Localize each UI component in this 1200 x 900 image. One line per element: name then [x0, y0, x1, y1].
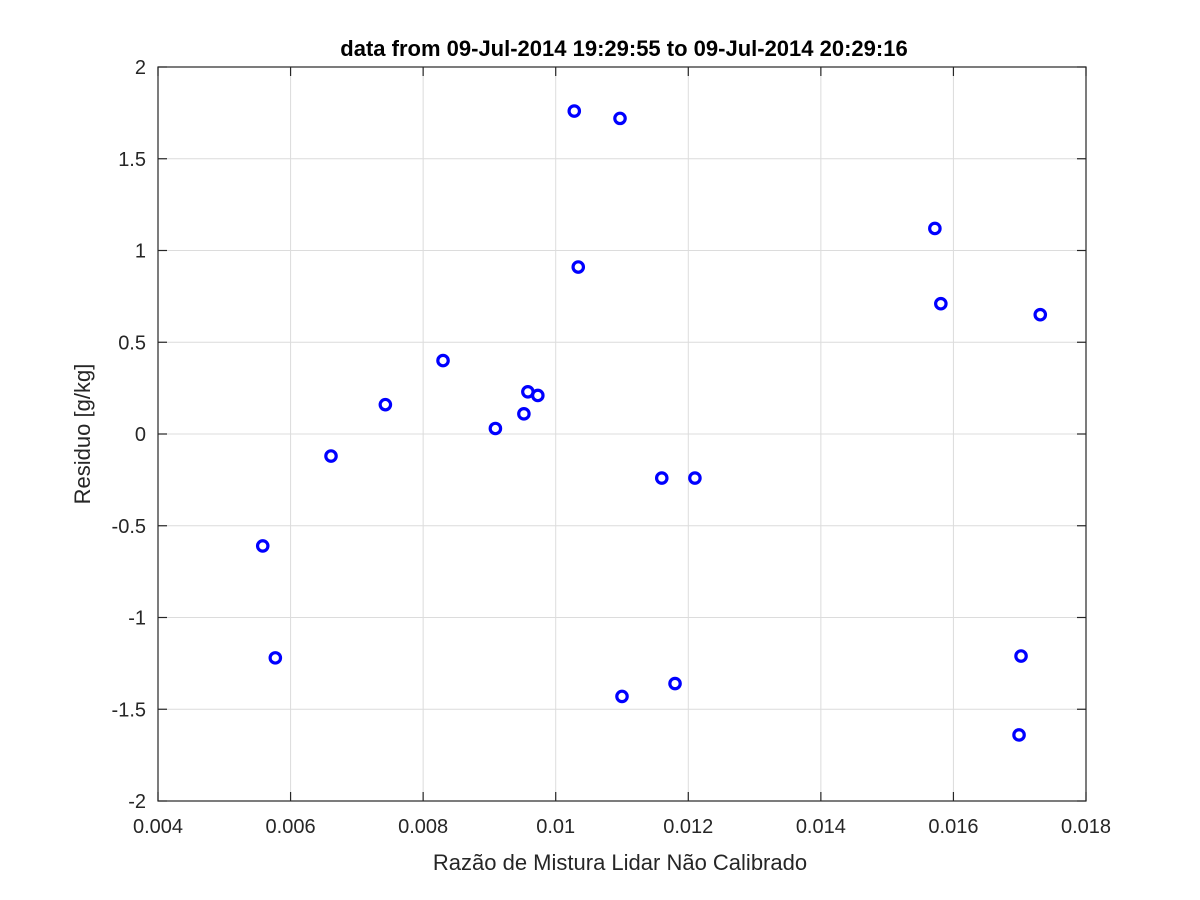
data-point — [531, 388, 545, 403]
y-tick-label: 1 — [135, 241, 146, 263]
data-point — [1012, 728, 1026, 742]
data-points — [255, 104, 1048, 742]
data-point — [517, 407, 531, 421]
data-point — [615, 689, 629, 704]
x-tick-label: 0.01 — [536, 816, 575, 838]
data-point — [436, 353, 450, 368]
x-axis-title: Razão de Mistura Lidar Não Calibrado — [433, 850, 807, 875]
y-tick-label: -0.5 — [112, 516, 146, 538]
data-point — [567, 104, 582, 118]
x-tick-label: 0.008 — [398, 816, 448, 838]
y-axis-title: Residuo [g/kg] — [70, 364, 95, 505]
data-point — [934, 296, 948, 311]
x-tick-label: 0.004 — [133, 816, 183, 838]
data-point — [488, 421, 503, 436]
data-point — [324, 449, 338, 463]
x-tick-label: 0.006 — [266, 816, 316, 838]
data-point — [255, 539, 270, 553]
y-tick-label: 1.5 — [118, 149, 146, 171]
x-tick-label: 0.012 — [663, 816, 713, 838]
data-point — [928, 221, 942, 236]
y-tick-label: -1.5 — [112, 699, 146, 721]
y-tick-label: 0.5 — [118, 332, 146, 354]
x-tick-label: 0.016 — [928, 816, 978, 838]
x-tick-label: 0.014 — [796, 816, 846, 838]
data-point — [571, 260, 586, 274]
y-tick-label: 0 — [135, 424, 146, 446]
data-point — [688, 471, 702, 485]
y-tick-label: -1 — [128, 608, 146, 630]
data-point — [268, 651, 283, 665]
data-point — [1033, 307, 1048, 322]
data-point — [654, 471, 669, 485]
y-tick-label: -2 — [128, 791, 146, 813]
x-tick-label: 0.018 — [1061, 816, 1111, 838]
ticks: 0.004 0.006 0.008 0.01 0.012 0.014 0.016 0.018 2… — [112, 57, 1112, 838]
chart-title: data from 09-Jul-2014 19:29:55 to 09-Jul… — [340, 36, 907, 61]
y-tick-label: 2 — [135, 57, 146, 79]
data-point — [613, 111, 627, 126]
data-point — [1014, 649, 1028, 663]
data-point — [378, 397, 393, 412]
data-point — [668, 676, 682, 691]
